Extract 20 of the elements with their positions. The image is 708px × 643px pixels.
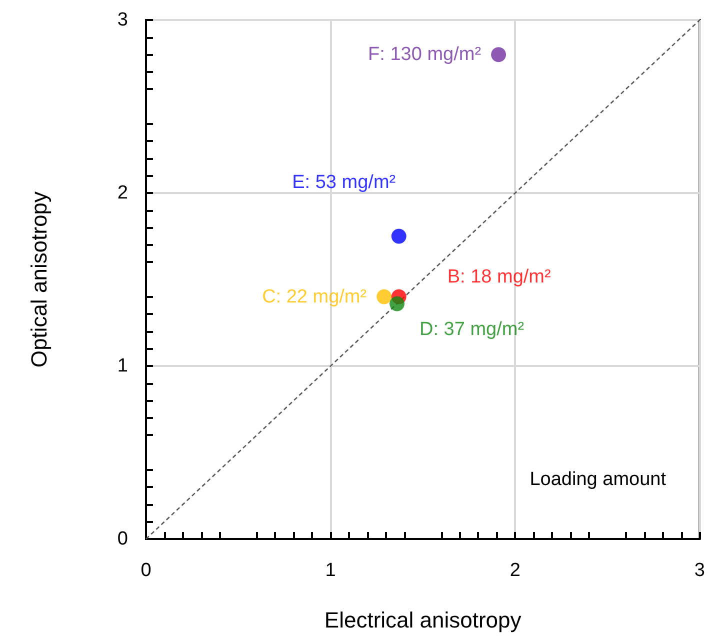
series-label: D: 37 mg/m² (420, 319, 524, 340)
y-tick-label: 1 (117, 356, 128, 376)
series-label: F: 130 mg/m² (368, 44, 482, 66)
annotation: Loading amount (530, 469, 667, 490)
y-tick-label: 3 (117, 10, 128, 30)
y-tick-label: 0 (117, 528, 128, 550)
y-tick-label: 2 (117, 182, 128, 204)
x-tick-label: 2 (510, 560, 520, 581)
x-tick-label: 1 (325, 560, 336, 581)
series-label: E: 53 mg/m² (292, 172, 396, 193)
y-axis-title: Optical anisotropy (26, 191, 52, 368)
point (491, 47, 506, 62)
point (391, 228, 406, 244)
x-tick-label: 0 (140, 560, 152, 581)
x-tick-label: 3 (694, 560, 706, 581)
series-label: C: 22 mg/m² (262, 286, 367, 308)
text: B: 18 mg/m² (447, 266, 551, 288)
point (390, 296, 405, 312)
x-axis-title: Electrical anisotropy (324, 608, 522, 632)
point (376, 289, 392, 304)
